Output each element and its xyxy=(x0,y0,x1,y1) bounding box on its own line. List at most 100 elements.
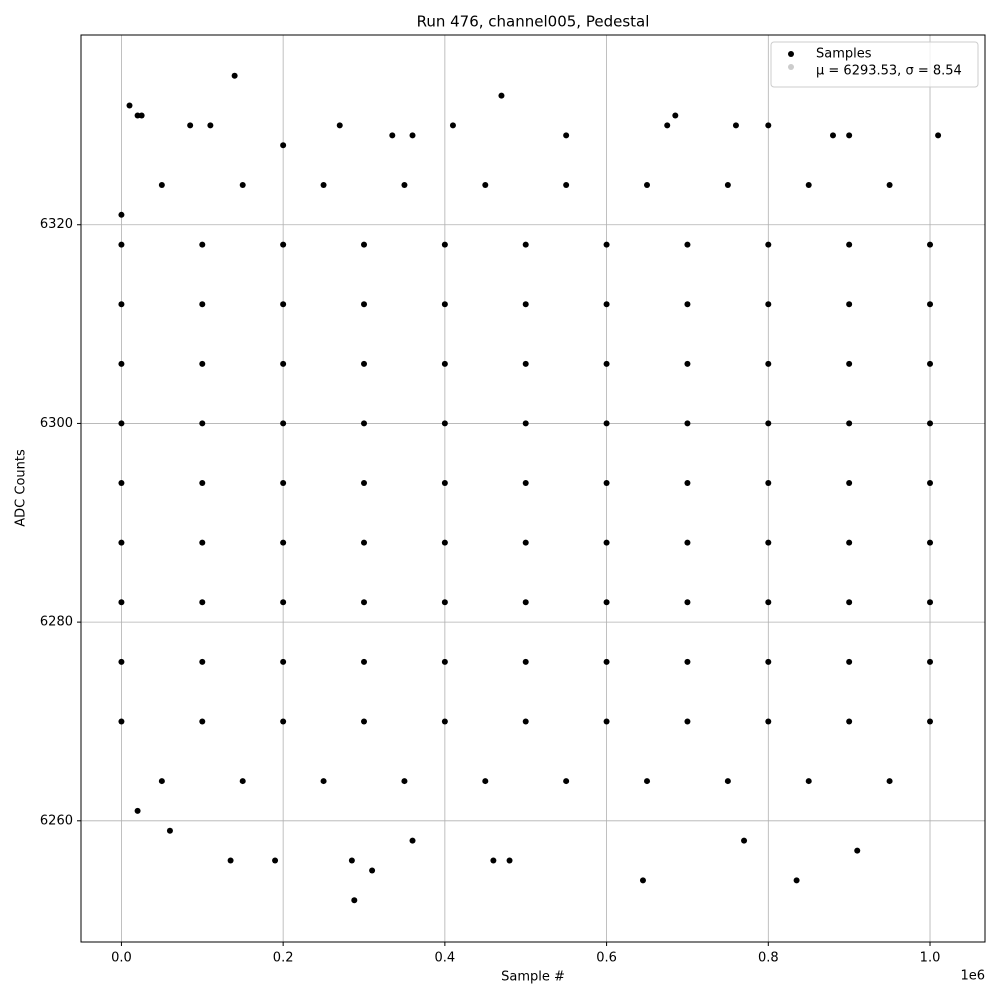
data-point xyxy=(490,857,497,864)
data-point xyxy=(280,480,287,487)
data-point xyxy=(118,360,125,367)
data-point xyxy=(563,778,570,785)
data-point xyxy=(361,539,368,546)
data-point xyxy=(563,182,570,189)
data-point xyxy=(118,211,125,218)
data-point xyxy=(280,718,287,725)
data-point xyxy=(361,241,368,248)
data-point xyxy=(927,599,934,606)
data-point xyxy=(886,182,893,189)
data-point xyxy=(805,182,812,189)
data-point xyxy=(846,599,853,606)
chart-title: Run 476, channel005, Pedestal xyxy=(417,13,650,31)
data-point xyxy=(280,420,287,427)
data-point xyxy=(361,301,368,308)
data-point xyxy=(522,718,529,725)
x-axis-label: Sample # xyxy=(501,970,565,985)
data-point xyxy=(684,480,691,487)
data-point xyxy=(684,241,691,248)
data-point xyxy=(336,122,343,129)
data-point xyxy=(935,132,942,139)
data-point xyxy=(409,132,416,139)
data-point xyxy=(684,599,691,606)
plot-frame xyxy=(80,34,986,943)
data-point xyxy=(522,301,529,308)
data-point xyxy=(401,182,408,189)
data-point xyxy=(361,480,368,487)
data-point xyxy=(280,241,287,248)
data-point xyxy=(765,360,772,367)
data-point xyxy=(603,420,610,427)
data-point xyxy=(199,599,206,606)
x-tick-label: 1.0 xyxy=(920,951,941,966)
data-point xyxy=(199,241,206,248)
data-point xyxy=(351,897,358,904)
data-point xyxy=(522,480,529,487)
data-point xyxy=(441,539,448,546)
data-point xyxy=(603,539,610,546)
data-point xyxy=(664,122,671,129)
data-point xyxy=(886,778,893,785)
legend-marker xyxy=(788,51,794,57)
data-point xyxy=(231,72,238,79)
legend-box xyxy=(770,41,979,88)
data-point xyxy=(482,182,489,189)
legend-label: Samples xyxy=(816,47,872,62)
data-point xyxy=(118,241,125,248)
data-point xyxy=(522,599,529,606)
data-point xyxy=(482,778,489,785)
data-point xyxy=(846,480,853,487)
data-point xyxy=(846,241,853,248)
data-point xyxy=(118,301,125,308)
data-point xyxy=(724,778,731,785)
data-point xyxy=(199,718,206,725)
data-point xyxy=(846,658,853,665)
data-point xyxy=(765,718,772,725)
data-point xyxy=(166,827,173,834)
data-point xyxy=(603,658,610,665)
data-point xyxy=(239,778,246,785)
data-point xyxy=(684,301,691,308)
data-point xyxy=(684,360,691,367)
data-point xyxy=(441,360,448,367)
y-axis-label: ADC Counts xyxy=(14,449,29,527)
data-point xyxy=(854,847,861,854)
data-point xyxy=(118,420,125,427)
data-point xyxy=(684,718,691,725)
data-point xyxy=(829,132,836,139)
data-point xyxy=(498,92,505,99)
x-tick-label: 0.4 xyxy=(435,951,456,966)
data-point xyxy=(927,718,934,725)
legend-marker xyxy=(788,64,794,70)
data-point xyxy=(449,122,456,129)
data-point xyxy=(441,241,448,248)
data-point xyxy=(158,182,165,189)
data-point xyxy=(765,539,772,546)
data-point xyxy=(348,857,355,864)
y-tick-label: 6320 xyxy=(40,217,73,232)
data-point xyxy=(280,599,287,606)
data-point xyxy=(227,857,234,864)
data-point xyxy=(603,301,610,308)
data-point xyxy=(765,122,772,129)
data-point xyxy=(199,420,206,427)
data-point xyxy=(441,301,448,308)
data-point xyxy=(118,539,125,546)
data-point xyxy=(361,360,368,367)
data-point xyxy=(158,778,165,785)
data-point xyxy=(361,599,368,606)
data-point xyxy=(441,480,448,487)
data-point xyxy=(672,112,679,119)
data-point xyxy=(199,658,206,665)
data-point xyxy=(741,837,748,844)
data-point xyxy=(765,658,772,665)
data-point xyxy=(272,857,279,864)
data-point xyxy=(409,837,416,844)
data-point xyxy=(369,867,376,874)
data-point xyxy=(441,599,448,606)
data-point xyxy=(603,480,610,487)
data-point xyxy=(603,241,610,248)
data-point xyxy=(199,360,206,367)
x-tick-label: 0.2 xyxy=(273,951,294,966)
